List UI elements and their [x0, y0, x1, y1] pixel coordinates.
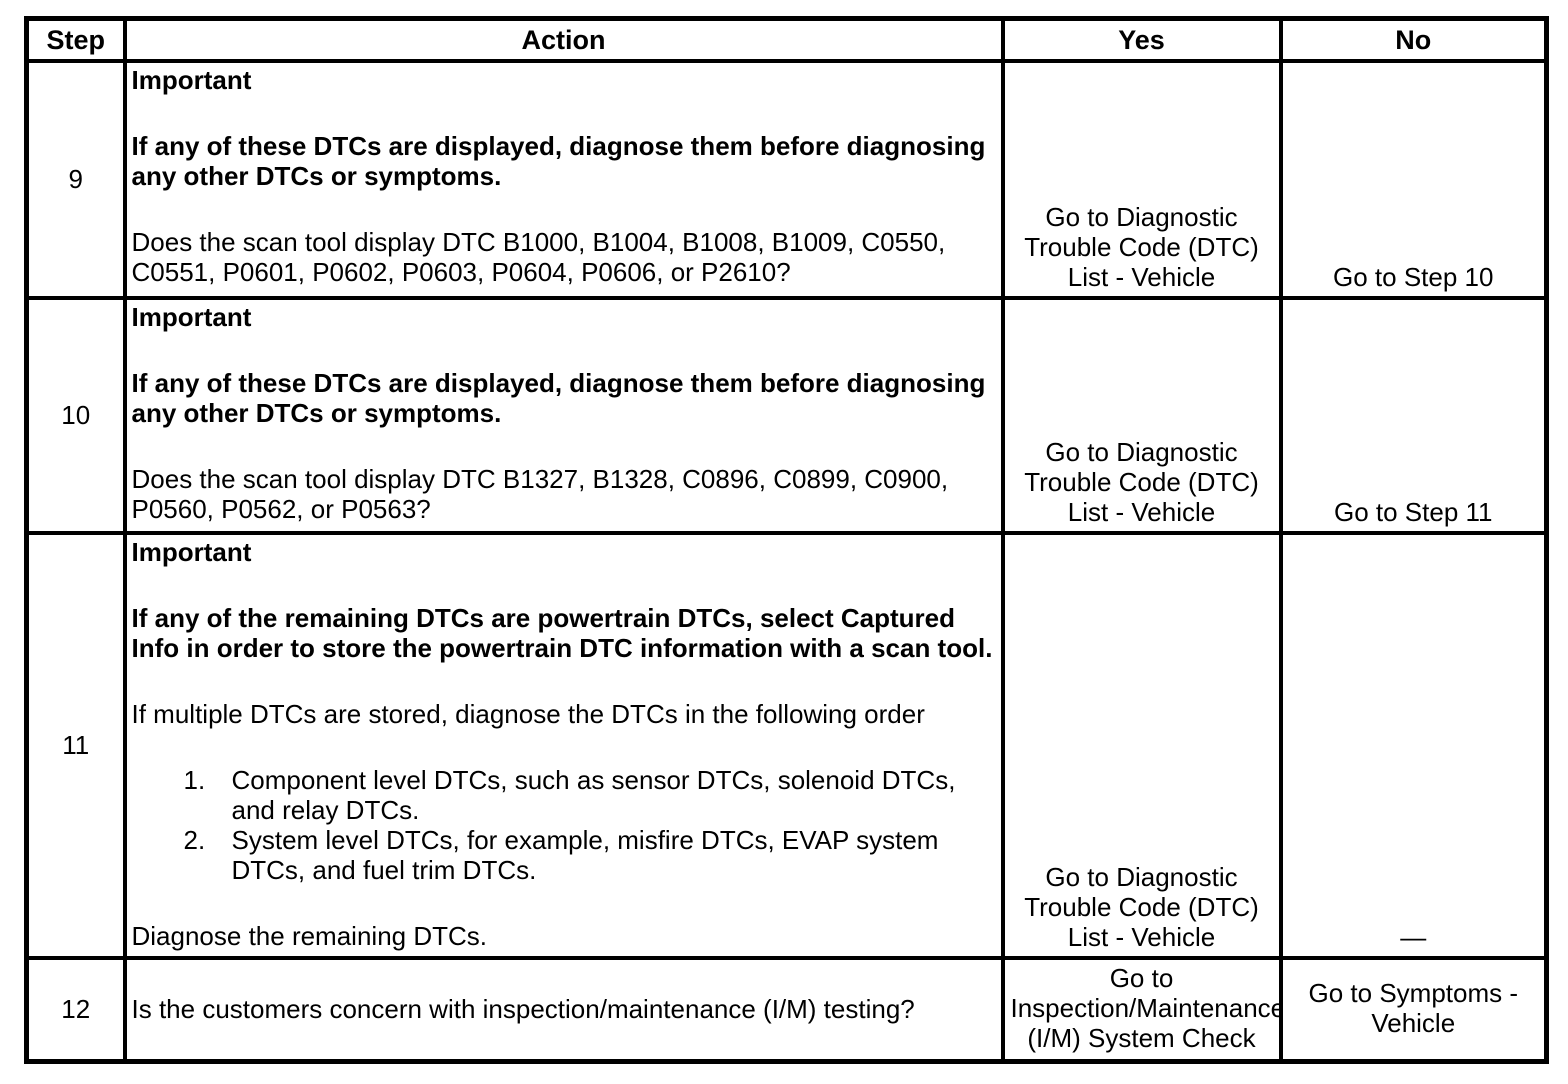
action-question: Does the scan tool display DTC B1000, B1…	[131, 227, 946, 287]
list-item: 1. Component level DTCs, such as sensor …	[184, 765, 997, 825]
yes-cell: Go to Inspection/Maintenance (I/M) Syste…	[1000, 956, 1283, 1063]
no-cell: Go to Symptoms - Vehicle	[1278, 956, 1549, 1063]
step-number: 12	[24, 956, 127, 1063]
action-question: Is the customers concern with inspection…	[131, 994, 915, 1025]
step-number: 10	[24, 296, 127, 535]
action-cell: Important If any of these DTCs are displ…	[122, 59, 1005, 300]
yes-line: Inspection/Maintenance	[1010, 993, 1281, 1024]
important-text: If any of these DTCs are displayed, diag…	[131, 368, 986, 428]
action-cell: Important If any of these DTCs are displ…	[122, 296, 1005, 535]
action-cell: Important If any of the remaining DTCs a…	[122, 531, 1005, 960]
yes-line: Go to	[1109, 963, 1174, 994]
no-cell: Go to Step 10	[1278, 59, 1549, 300]
column-header-yes: Yes	[1000, 16, 1283, 63]
header-row: Step Action Yes No	[24, 16, 1549, 63]
table-row-step-12: 12 Is the customers concern with inspect…	[24, 956, 1549, 1063]
table-row-step-11: 11 Important If any of the remaining DTC…	[24, 531, 1549, 960]
list-item-number: 2.	[183, 825, 206, 855]
step-number: 9	[24, 59, 127, 300]
no-cell: Go to Step 11	[1278, 296, 1549, 535]
action-intro: If multiple DTCs are stored, diagnose th…	[131, 699, 925, 729]
column-header-no: No	[1278, 16, 1549, 63]
yes-line: (I/M) System Check	[1027, 1023, 1256, 1054]
action-closing: Diagnose the remaining DTCs.	[131, 921, 488, 951]
action-cell: Is the customers concern with inspection…	[122, 956, 1005, 1063]
column-header-step: Step	[24, 16, 127, 63]
list-item-number: 1.	[183, 765, 206, 795]
important-text: If any of the remaining DTCs are powertr…	[131, 603, 993, 663]
step-number: 11	[24, 531, 127, 960]
important-label: Important	[131, 537, 252, 567]
action-question: Does the scan tool display DTC B1327, B1…	[131, 464, 949, 524]
important-label: Important	[131, 65, 252, 95]
diagnostic-procedure-table: Step Action Yes No 9 Important If any of…	[24, 16, 1549, 1064]
yes-cell: Go to Diagnostic Trouble Code (DTC) List…	[1000, 59, 1283, 300]
important-label: Important	[131, 302, 252, 332]
important-text: If any of these DTCs are displayed, diag…	[131, 131, 986, 191]
yes-cell: Go to Diagnostic Trouble Code (DTC) List…	[1000, 531, 1283, 960]
diagnostic-procedure-table-container: Step Action Yes No 9 Important If any of…	[24, 16, 1549, 1064]
list-item-text: Component level DTCs, such as sensor DTC…	[231, 765, 956, 825]
list-item-text: System level DTCs, for example, misfire …	[231, 825, 939, 885]
column-header-action: Action	[122, 16, 1005, 63]
table-row-step-10: 10 Important If any of these DTCs are di…	[24, 296, 1549, 535]
list-item: 2. System level DTCs, for example, misfi…	[184, 825, 997, 885]
yes-cell: Go to Diagnostic Trouble Code (DTC) List…	[1000, 296, 1283, 535]
no-cell-dash: —	[1278, 531, 1549, 960]
table-row-step-9: 9 Important If any of these DTCs are dis…	[24, 59, 1549, 300]
ordered-list: 1. Component level DTCs, such as sensor …	[132, 765, 997, 885]
